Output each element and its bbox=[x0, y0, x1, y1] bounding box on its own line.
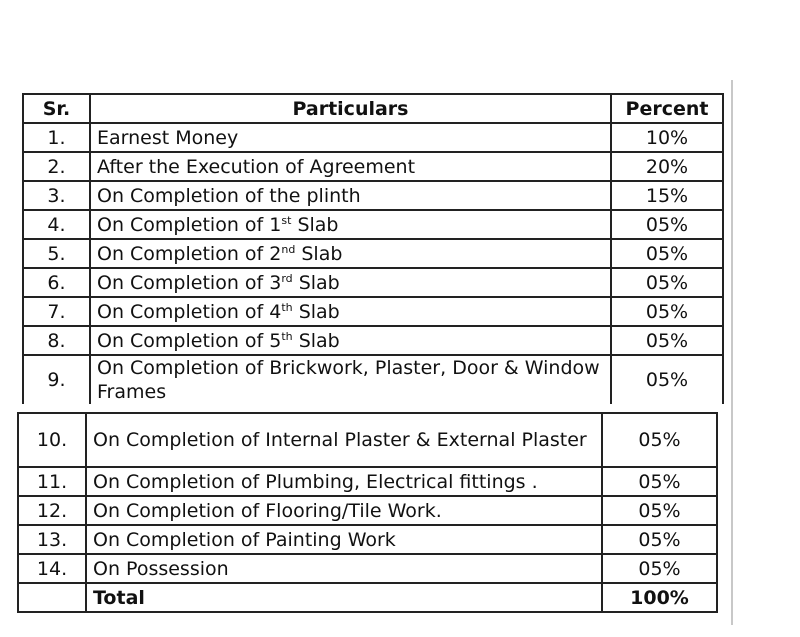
particulars-text: On Completion of Plumbing, Electrical fi… bbox=[93, 470, 538, 493]
sr-cell: 10. bbox=[17, 412, 87, 468]
ordinal-suffix: rd bbox=[281, 271, 293, 285]
row: 9. On Completion of Brickwork, Plaster, D… bbox=[22, 354, 724, 404]
particulars-cell: On Completion of 1st Slab bbox=[89, 209, 612, 240]
page-edge bbox=[731, 80, 733, 625]
row: 5. On Completion of 2nd Slab 05% bbox=[22, 238, 724, 269]
particulars-text: On Completion of the plinth bbox=[97, 184, 361, 207]
particulars-cell: On Completion of 4th Slab bbox=[89, 296, 612, 327]
total-row: Total 100% bbox=[17, 582, 718, 613]
sr-cell: 11. bbox=[17, 466, 87, 497]
row: 10. On Completion of Internal Plaster & E… bbox=[17, 412, 718, 468]
particulars-text: Slab bbox=[297, 213, 339, 236]
row: 14. On Possession 05% bbox=[17, 553, 718, 584]
particulars-cell: On Completion of Brickwork, Plaster, Doo… bbox=[89, 354, 612, 404]
particulars-text: On Completion of Flooring/Tile Work. bbox=[93, 499, 442, 522]
percent-cell: 05% bbox=[601, 466, 718, 497]
row: 8. On Completion of 5th Slab 05% bbox=[22, 325, 724, 356]
ordinal-suffix: th bbox=[281, 300, 293, 314]
particulars-text: On Completion of 1 bbox=[97, 213, 282, 236]
row: 6. On Completion of 3rd Slab 05% bbox=[22, 267, 724, 298]
particulars-text: Slab bbox=[298, 329, 340, 352]
sr-cell: 14. bbox=[17, 553, 87, 584]
particulars-cell: Earnest Money bbox=[89, 122, 612, 153]
particulars-text: Slab bbox=[301, 242, 343, 265]
percent-cell: 15% bbox=[610, 180, 724, 211]
sr-cell: 4. bbox=[22, 209, 91, 240]
particulars-text: Slab bbox=[298, 300, 340, 323]
sr-cell: 3. bbox=[22, 180, 91, 211]
sr-cell bbox=[17, 582, 87, 613]
particulars-cell: After the Execution of Agreement bbox=[89, 151, 612, 182]
sr-cell: 1. bbox=[22, 122, 91, 153]
sr-cell: 7. bbox=[22, 296, 91, 327]
particulars-text: On Completion of 4 bbox=[97, 300, 282, 323]
payment-table-2: 10. On Completion of Internal Plaster & E… bbox=[17, 412, 718, 613]
sr-cell: 2. bbox=[22, 151, 91, 182]
particulars-cell: On Completion of 2nd Slab bbox=[89, 238, 612, 269]
percent-cell: 05% bbox=[610, 325, 724, 356]
particulars-text: On Completion of Internal Plaster & Exte… bbox=[93, 429, 587, 451]
total-percent: 100% bbox=[601, 582, 718, 613]
row: 3. On Completion of the plinth 15% bbox=[22, 180, 724, 211]
sr-cell: 6. bbox=[22, 267, 91, 298]
particulars-text: Slab bbox=[298, 271, 340, 294]
particulars-cell: On Completion of Plumbing, Electrical fi… bbox=[85, 466, 603, 497]
particulars-text: Earnest Money bbox=[97, 126, 239, 149]
percent-cell: 05% bbox=[610, 354, 724, 404]
percent-cell: 05% bbox=[610, 209, 724, 240]
sr-cell: 9. bbox=[22, 354, 91, 404]
percent-cell: 05% bbox=[610, 296, 724, 327]
row: 13. On Completion of Painting Work 05% bbox=[17, 524, 718, 555]
particulars-text: After the Execution of Agreement bbox=[97, 155, 416, 178]
percent-cell: 05% bbox=[601, 524, 718, 555]
row: 7. On Completion of 4th Slab 05% bbox=[22, 296, 724, 327]
particulars-cell: On Completion of 3rd Slab bbox=[89, 267, 612, 298]
header-cell: Sr. bbox=[22, 93, 91, 124]
particulars-cell: On Completion of 5th Slab bbox=[89, 325, 612, 356]
percent-cell: 05% bbox=[610, 267, 724, 298]
particulars-cell: On Possession bbox=[85, 553, 603, 584]
sr-cell: 12. bbox=[17, 495, 87, 526]
row: 1. Earnest Money 10% bbox=[22, 122, 724, 153]
row: 4. On Completion of 1st Slab 05% bbox=[22, 209, 724, 240]
total-label: Total bbox=[85, 582, 603, 613]
particulars-text: On Completion of 5 bbox=[97, 329, 282, 352]
sr-cell: 5. bbox=[22, 238, 91, 269]
payment-table-1: Sr. Particulars Percent 1. Earnest Money 1… bbox=[22, 93, 724, 404]
particulars-text: On Completion of 3 bbox=[97, 271, 282, 294]
percent-cell: 20% bbox=[610, 151, 724, 182]
row: 11. On Completion of Plumbing, Electrical… bbox=[17, 466, 718, 497]
header-row: Sr. Particulars Percent bbox=[22, 93, 724, 124]
particulars-cell: On Completion of Internal Plaster & Exte… bbox=[85, 412, 603, 468]
header-cell: Particulars bbox=[89, 93, 612, 124]
particulars-text: On Completion of Painting Work bbox=[93, 528, 396, 551]
row: 2. After the Execution of Agreement 20% bbox=[22, 151, 724, 182]
percent-cell: 05% bbox=[601, 495, 718, 526]
ordinal-suffix: nd bbox=[281, 242, 296, 256]
particulars-text: On Possession bbox=[93, 557, 229, 580]
percent-cell: 05% bbox=[610, 238, 724, 269]
particulars-text: On Completion of 2 bbox=[97, 242, 282, 265]
particulars-cell: On Completion of Painting Work bbox=[85, 524, 603, 555]
row: 12. On Completion of Flooring/Tile Work. 0… bbox=[17, 495, 718, 526]
ordinal-suffix: st bbox=[281, 213, 292, 227]
header-cell: Percent bbox=[610, 93, 724, 124]
particulars-text: On Completion of Brickwork, Plaster, Doo… bbox=[97, 357, 600, 403]
percent-cell: 05% bbox=[601, 553, 718, 584]
particulars-cell: On Completion of Flooring/Tile Work. bbox=[85, 495, 603, 526]
ordinal-suffix: th bbox=[281, 329, 293, 343]
particulars-cell: On Completion of the plinth bbox=[89, 180, 612, 211]
sr-cell: 13. bbox=[17, 524, 87, 555]
percent-cell: 05% bbox=[601, 412, 718, 468]
percent-cell: 10% bbox=[610, 122, 724, 153]
sr-cell: 8. bbox=[22, 325, 91, 356]
